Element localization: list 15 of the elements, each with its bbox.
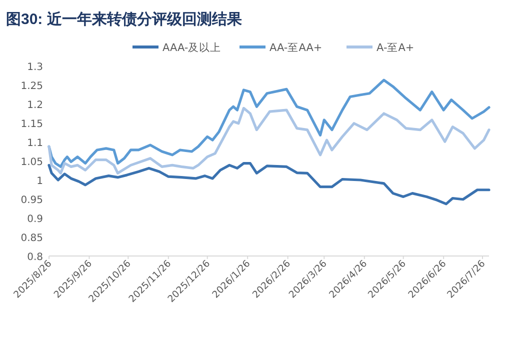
ytick: 1.25: [20, 81, 43, 92]
ytick: 1.05: [20, 157, 43, 168]
ytick: 1.1: [27, 138, 43, 149]
ytick: 0.95: [20, 195, 43, 206]
title: 图30: 近一年来转债分评级回测结果: [6, 11, 242, 28]
ytick: 0.8: [27, 252, 43, 263]
ytick: 0.85: [20, 233, 43, 244]
ytick: 1: [36, 176, 43, 187]
ytick: 0.9: [27, 214, 43, 225]
legend-label: AAA-及以上: [162, 41, 222, 54]
ytick: 1.3: [27, 62, 43, 73]
ytick: 1.2: [27, 100, 43, 111]
legend-label: AA-至AA+: [270, 42, 322, 54]
legend-label: A-至A+: [376, 42, 414, 54]
ytick: 1.15: [20, 119, 43, 130]
